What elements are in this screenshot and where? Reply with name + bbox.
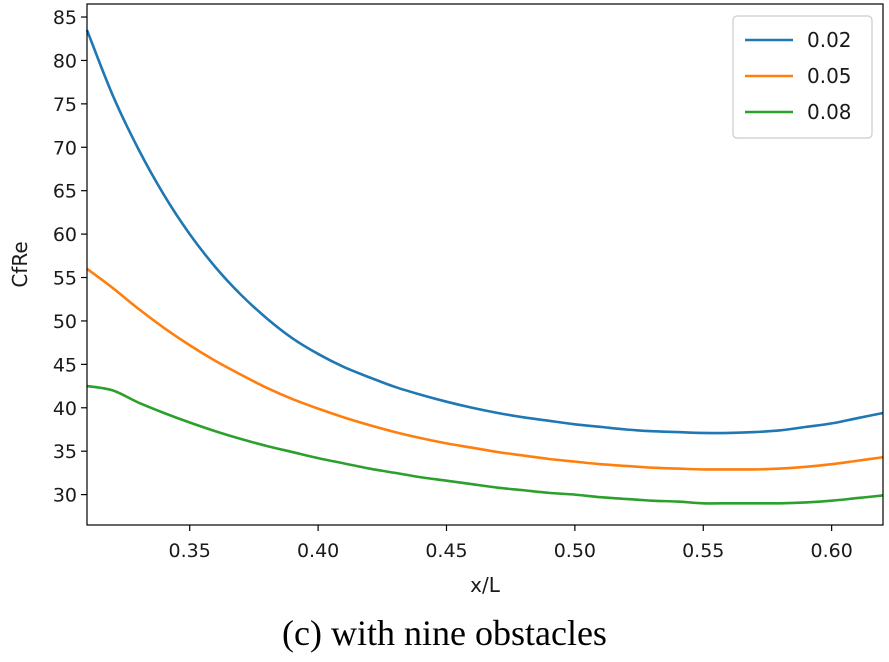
y-tick-label: 45	[53, 354, 77, 376]
y-tick-label: 30	[53, 485, 77, 507]
y-tick-label: 50	[53, 311, 77, 333]
x-axis-label: x/L	[470, 573, 501, 597]
series-line-0.05	[86, 267, 884, 471]
line-chart: 30 35 40 45 50 55 60 65 70 75 80 85 0.35 0.40 0.45 0.5…	[8, 3, 884, 597]
y-axis-label: CfRe	[8, 241, 32, 287]
x-tick-label: 0.50	[554, 540, 596, 562]
y-tick-label: 60	[53, 224, 77, 246]
x-tick-label: 0.55	[682, 540, 724, 562]
x-tick-label: 0.35	[169, 540, 211, 562]
y-tick-label: 75	[53, 94, 77, 116]
y-tick-label: 80	[53, 50, 77, 72]
x-tick-label: 0.60	[810, 540, 852, 562]
series-line-0.02	[85, 29, 884, 435]
plot-area-frame	[86, 3, 884, 526]
legend-label: 0.02	[807, 28, 852, 52]
y-tick-label: 40	[53, 398, 77, 420]
y-tick-label: 35	[53, 441, 77, 463]
y-tick-label: 70	[53, 137, 77, 159]
figure-caption: (c) with nine obstacles	[282, 613, 607, 653]
y-tick-label: 55	[53, 268, 77, 290]
legend-label: 0.05	[807, 64, 852, 88]
x-tick-label: 0.45	[425, 540, 467, 562]
x-ticks: 0.35 0.40 0.45 0.50 0.55 0.60	[169, 525, 853, 562]
legend-label: 0.08	[807, 100, 852, 124]
y-tick-label: 65	[53, 181, 77, 203]
y-tick-label: 85	[53, 7, 77, 29]
legend-frame	[732, 15, 873, 139]
x-tick-label: 0.40	[297, 540, 339, 562]
series-line-0.08	[86, 384, 884, 505]
legend: 0.02 0.05 0.08	[732, 15, 873, 139]
series-lines	[85, 29, 884, 505]
y-ticks: 30 35 40 45 50 55 60 65 70 75 80 85	[53, 7, 87, 507]
